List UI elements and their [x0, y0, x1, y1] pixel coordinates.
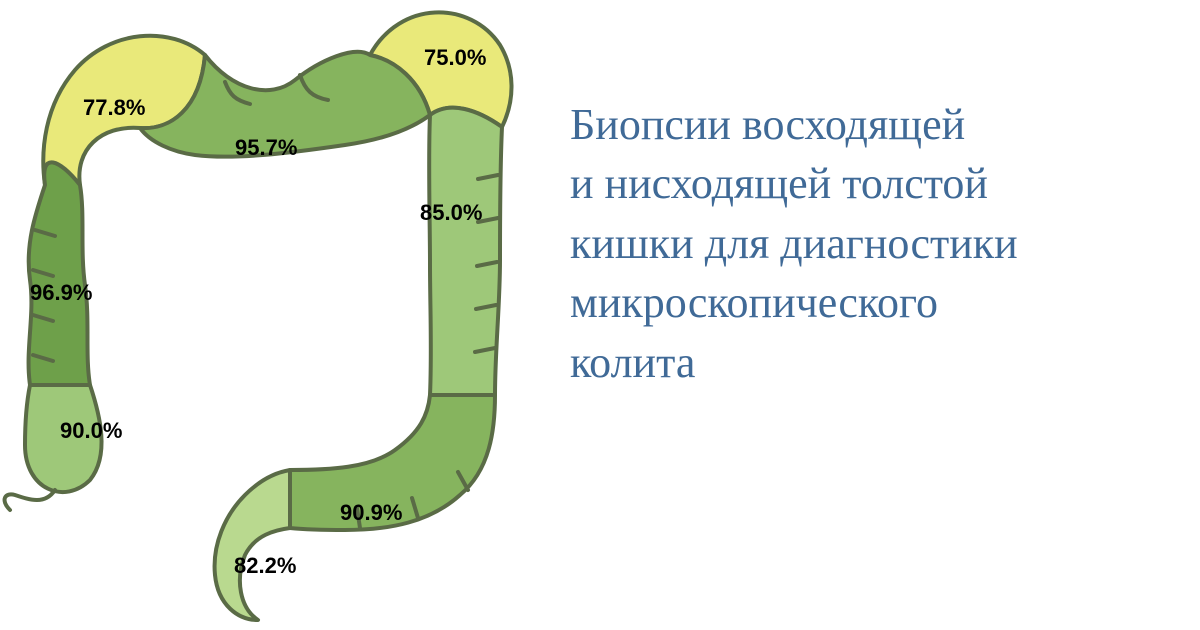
title-line-4: микроскопического — [570, 278, 938, 327]
appendix — [5, 490, 55, 510]
seg-ascending — [29, 162, 90, 385]
title-line-5: колита — [570, 338, 695, 387]
label-rectum: 82.2% — [234, 553, 296, 579]
label-transverse: 95.7% — [235, 135, 297, 161]
label-ascending: 96.9% — [30, 280, 92, 306]
title-line-2: и нисходящей толстой — [570, 159, 988, 208]
title-line-1: Биопсии восходящей — [570, 100, 965, 149]
label-sigmoid: 90.9% — [340, 500, 402, 526]
label-cecum: 90.0% — [60, 418, 122, 444]
label-hepatic: 77.8% — [83, 95, 145, 121]
label-splenic: 75.0% — [424, 45, 486, 71]
seg-descending-upper — [429, 108, 502, 395]
page-title: Биопсии восходящей и нисходящей толстой … — [570, 95, 1190, 392]
stage: 77.8% 75.0% 95.7% 85.0% 96.9% 90.0% 90.9… — [0, 0, 1200, 630]
label-descending: 85.0% — [420, 200, 482, 226]
title-line-3: кишки для диагностики — [570, 219, 1018, 268]
seg-rectum — [215, 470, 290, 620]
